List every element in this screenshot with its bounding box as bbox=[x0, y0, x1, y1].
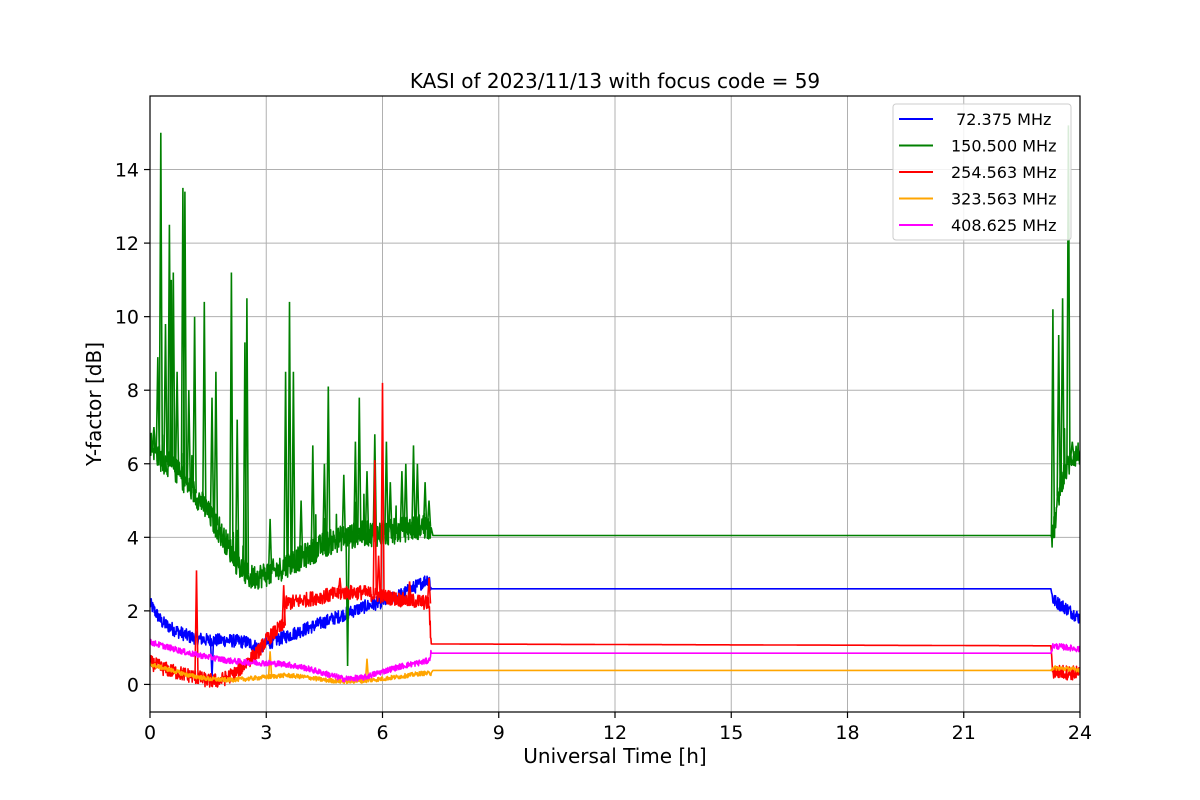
legend-label: 408.625 MHz bbox=[951, 216, 1056, 235]
chart-title: KASI of 2023/11/13 with focus code = 59 bbox=[410, 69, 820, 93]
series-line-0 bbox=[150, 575, 1080, 654]
x-tick-label: 21 bbox=[952, 722, 976, 744]
series-spike-1-13 bbox=[209, 397, 215, 519]
series-spike-1-0 bbox=[151, 426, 157, 448]
y-tick-label: 10 bbox=[115, 307, 139, 329]
series-spike-2-6 bbox=[407, 581, 412, 601]
y-tick-label: 8 bbox=[127, 380, 139, 402]
series-spike-1-30 bbox=[357, 397, 362, 535]
series-spike-1-22 bbox=[291, 371, 296, 562]
series-line-4 bbox=[150, 638, 1080, 683]
x-axis: 0 3 6 9 12 15 18 21 24 bbox=[144, 712, 1092, 744]
x-tick-label: 18 bbox=[835, 722, 859, 744]
series-spike-1-19 bbox=[267, 518, 273, 573]
y-tick-label: 14 bbox=[115, 160, 139, 182]
series-spike-1-25 bbox=[322, 463, 327, 545]
x-tick-label: 12 bbox=[603, 722, 627, 744]
legend-label: 150.500 MHz bbox=[951, 137, 1056, 156]
y-axis: 0 2 4 6 8 10 12 14 bbox=[115, 160, 150, 696]
series-spike-1-6 bbox=[171, 272, 176, 468]
series-spike-1-29 bbox=[353, 441, 358, 536]
series-line-1 bbox=[150, 427, 1080, 590]
series-2 bbox=[150, 382, 1080, 688]
y-tick-label: 4 bbox=[127, 527, 139, 549]
x-tick-label: 24 bbox=[1068, 722, 1092, 744]
series-spike-1-33 bbox=[384, 441, 389, 533]
x-tick-label: 0 bbox=[144, 722, 156, 744]
series-spike-1-36 bbox=[403, 463, 409, 530]
series-spike-1-18 bbox=[244, 298, 250, 575]
series-spike-1-39 bbox=[422, 482, 428, 527]
series-spike-2-4 bbox=[376, 555, 381, 596]
series-spike-2-2 bbox=[337, 577, 343, 594]
series-spike-1-45 bbox=[1070, 441, 1075, 457]
legend-label: 254.563 MHz bbox=[951, 163, 1056, 182]
series-spike-1-40 bbox=[426, 500, 432, 527]
x-tick-label: 6 bbox=[376, 722, 388, 744]
series-spike-2-0 bbox=[194, 570, 199, 678]
legend-label: 72.375 MHz bbox=[951, 110, 1051, 129]
series-spike-1-7 bbox=[174, 371, 180, 473]
series-spike-1-3 bbox=[163, 323, 168, 463]
series-spike-1-37 bbox=[411, 445, 416, 528]
series-spike-1-10 bbox=[186, 390, 192, 486]
x-tick-label: 9 bbox=[493, 722, 505, 744]
series-spike-1-9 bbox=[182, 191, 188, 482]
series-spike-2-3 bbox=[372, 460, 378, 595]
series-line-2 bbox=[150, 584, 1080, 688]
series-1 bbox=[150, 125, 1080, 667]
series-spike-1-15 bbox=[229, 272, 234, 553]
series-spike-3-1 bbox=[364, 658, 370, 681]
x-tick-label: 15 bbox=[719, 722, 743, 744]
series-spike-1-20 bbox=[283, 371, 288, 566]
series-spike-2-5 bbox=[380, 382, 385, 597]
series-spike-2-1 bbox=[281, 585, 286, 626]
legend: 72.375 MHz 150.500 MHz 254.563 MHz 323.563 … bbox=[892, 103, 1072, 241]
legend-label: 323.563 MHz bbox=[951, 190, 1056, 209]
series-spike-1-35 bbox=[399, 471, 405, 531]
series-spike-1-31 bbox=[364, 471, 370, 534]
y-tick-label: 2 bbox=[127, 601, 139, 623]
legend-box bbox=[892, 103, 1072, 241]
series-spike-1-16 bbox=[234, 419, 240, 564]
x-tick-label: 3 bbox=[260, 722, 272, 744]
y-tick-label: 0 bbox=[127, 674, 139, 696]
series-spike-1-12 bbox=[202, 301, 207, 507]
series-3 bbox=[150, 651, 1080, 685]
series-spike-1-21 bbox=[287, 301, 292, 564]
y-tick-label: 6 bbox=[127, 454, 139, 476]
series-spike-1-27 bbox=[341, 474, 347, 538]
series-spike-1-26 bbox=[326, 386, 331, 544]
series-line-3 bbox=[150, 662, 1080, 685]
y-axis-label: Y-factor [dB] bbox=[82, 342, 106, 467]
series-4 bbox=[150, 638, 1080, 683]
series-spike-1-41 bbox=[1050, 309, 1056, 538]
series-spike-1-2 bbox=[158, 132, 164, 459]
series-spike-1-23 bbox=[298, 500, 304, 558]
series-spike-1-14 bbox=[213, 371, 219, 526]
series-layer bbox=[150, 125, 1080, 688]
series-spike-1-42 bbox=[1056, 334, 1061, 496]
series-spike-1-11 bbox=[192, 316, 197, 494]
series-spike-3-0 bbox=[267, 651, 273, 677]
series-spike-1-34 bbox=[388, 482, 393, 533]
series-spike-2-7 bbox=[426, 577, 432, 604]
series-spike-1-38 bbox=[415, 463, 420, 528]
series-spike-1-28 bbox=[345, 536, 350, 667]
x-axis-label: Universal Time [h] bbox=[523, 744, 706, 768]
y-tick-label: 12 bbox=[115, 233, 139, 255]
series-spike-1-24 bbox=[310, 445, 316, 552]
series-spike-1-43 bbox=[1060, 298, 1065, 478]
